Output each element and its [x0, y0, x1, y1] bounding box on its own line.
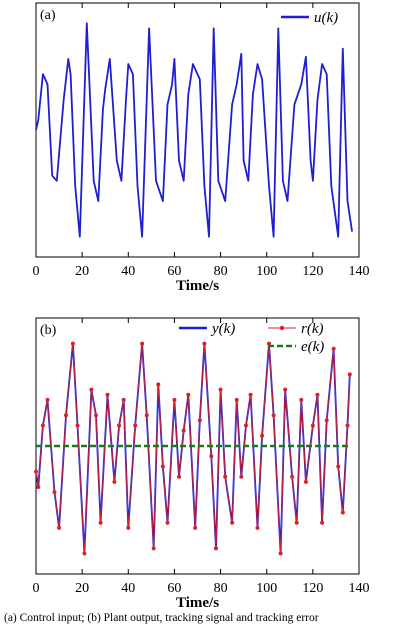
- series-point-r: [117, 423, 122, 428]
- x-axis-title: Time/s: [176, 595, 219, 611]
- legend-label-y: y(k): [210, 321, 235, 337]
- series-point-r: [218, 387, 223, 392]
- series-point-r: [45, 397, 50, 402]
- series-point-r: [140, 341, 145, 346]
- series-point-r: [40, 423, 45, 428]
- series-point-r: [133, 423, 138, 428]
- series-point-r: [347, 372, 352, 377]
- series-point-r: [160, 464, 165, 469]
- legend-label-e: e(k): [301, 339, 324, 355]
- legend-label-r: r(k): [301, 321, 324, 337]
- series-point-r: [336, 464, 341, 469]
- x-tick-label: 140: [349, 581, 370, 596]
- series-point-r: [193, 525, 198, 530]
- series-point-r: [260, 433, 265, 438]
- series-point-r: [112, 479, 117, 484]
- series-point-r: [197, 418, 202, 423]
- series-point-r: [181, 428, 186, 433]
- x-tick-label: 120: [302, 264, 323, 279]
- series-point-r: [310, 423, 315, 428]
- panel-label: (a): [40, 8, 56, 23]
- series-point-r: [75, 423, 80, 428]
- series-point-r: [255, 525, 260, 530]
- series-point-r: [267, 341, 272, 346]
- series-point-r: [230, 520, 235, 525]
- series-point-r: [248, 392, 253, 397]
- x-tick-label: 20: [75, 264, 89, 279]
- series-point-r: [209, 454, 214, 459]
- series-point-r: [89, 387, 94, 392]
- x-tick-label: 0: [33, 581, 40, 596]
- series-point-r: [320, 520, 325, 525]
- x-tick-label: 0: [33, 264, 40, 279]
- series-point-r: [299, 397, 304, 402]
- series-point-r: [340, 510, 345, 515]
- series-point-r: [126, 525, 131, 530]
- figure-caption: (a) Control input; (b) Plant output, tra…: [4, 612, 319, 624]
- series-point-r: [278, 551, 283, 556]
- x-tick-label: 60: [167, 581, 181, 596]
- panel-label: (b): [40, 323, 57, 338]
- series-point-r: [151, 546, 156, 551]
- series-point-r: [294, 520, 299, 525]
- series-point-r: [271, 413, 276, 418]
- series-line-rk: [35, 343, 351, 554]
- x-tick-label: 60: [167, 264, 181, 279]
- x-tick-label: 140: [349, 264, 370, 279]
- series-point-r: [324, 418, 329, 423]
- series-point-r: [70, 341, 75, 346]
- series-point-r: [57, 525, 62, 530]
- series-point-r: [303, 479, 308, 484]
- series-point-r: [144, 413, 149, 418]
- chart-panel-b: 0 20 40 60 80 100 120 140 Time/s (b) y(k) r(k) e(k): [33, 317, 370, 611]
- plot-frame: [35, 2, 360, 258]
- x-tick-label: 100: [256, 581, 277, 596]
- x-tick-label: 40: [121, 264, 135, 279]
- series-point-r: [52, 490, 57, 495]
- x-tick-label: 40: [121, 581, 135, 596]
- series-point-r: [345, 423, 350, 428]
- series-point-r: [213, 546, 218, 551]
- series-point-r: [165, 520, 170, 525]
- series-point-r: [243, 423, 248, 428]
- series-line-uk: [35, 22, 353, 238]
- series-point-r: [82, 551, 87, 556]
- series-point-r: [34, 469, 38, 474]
- series-point-r: [172, 397, 177, 402]
- series-point-r: [63, 413, 68, 418]
- chart-panel-a: 0 20 40 60 80 100 120 140 Time/s (a) u(k): [33, 2, 370, 294]
- legend-marker-r: [279, 325, 285, 331]
- series-point-r: [223, 474, 228, 479]
- series-point-r: [105, 392, 110, 397]
- series-point-r: [98, 520, 103, 525]
- series-point-r: [315, 392, 320, 397]
- x-tick-label: 20: [75, 581, 89, 596]
- x-axis-title: Time/s: [176, 278, 219, 294]
- series-point-r: [290, 474, 295, 479]
- series-point-r: [283, 387, 288, 392]
- x-tick-label: 80: [214, 581, 228, 596]
- series-point-r: [36, 484, 41, 489]
- series-point-r: [156, 382, 161, 387]
- series-point-r: [177, 474, 182, 479]
- series-point-r: [186, 392, 191, 397]
- legend-label-u: u(k): [314, 10, 338, 26]
- x-tick-label: 120: [302, 581, 323, 596]
- series-point-r: [202, 341, 207, 346]
- x-tick-label: 80: [214, 264, 228, 279]
- series-point-r: [331, 346, 336, 351]
- series-point-r: [93, 413, 98, 418]
- series-point-r: [239, 474, 244, 479]
- series-point-r: [121, 397, 126, 402]
- x-tick-label: 100: [256, 264, 277, 279]
- series-point-r: [234, 397, 239, 402]
